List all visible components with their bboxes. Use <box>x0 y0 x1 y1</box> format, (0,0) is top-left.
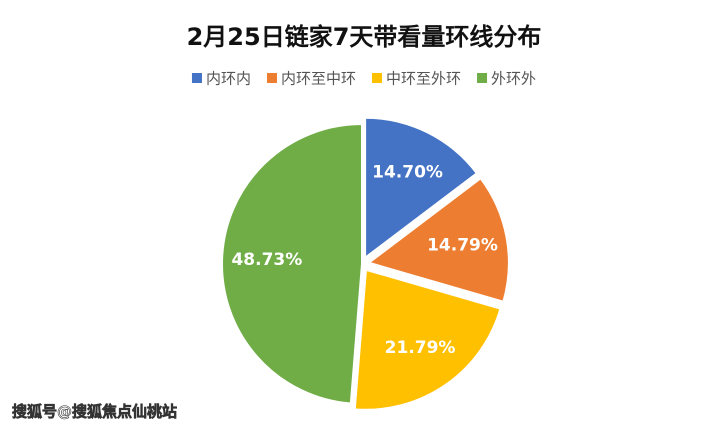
data-label: 48.73% <box>231 250 302 270</box>
legend-swatch <box>191 73 202 83</box>
data-label: 14.79% <box>427 235 498 255</box>
legend-label: 内环至中环 <box>281 70 356 88</box>
data-label: 14.70% <box>372 163 443 183</box>
legend-swatch <box>477 73 488 83</box>
legend-swatch <box>266 73 277 83</box>
legend-label: 中环至外环 <box>386 70 461 88</box>
data-label: 21.79% <box>385 338 456 358</box>
chart-title: 2月25日链家7天带看量环线分布 <box>187 23 542 51</box>
pie-slice <box>353 268 502 411</box>
legend-label: 外环外 <box>491 70 536 88</box>
legend-label: 内环内 <box>206 70 251 88</box>
watermark: 搜狐号@搜狐焦点仙桃站 <box>12 403 177 421</box>
pie-slice <box>221 122 363 405</box>
legend-swatch <box>372 73 382 83</box>
pie-slice <box>366 176 510 303</box>
pie-slice <box>364 116 479 260</box>
